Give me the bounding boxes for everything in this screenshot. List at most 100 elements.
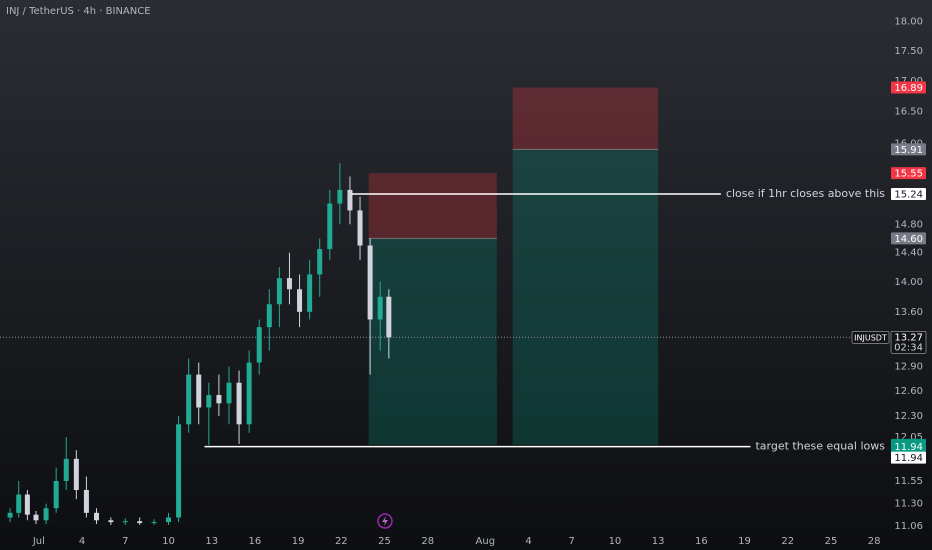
candle-body	[357, 210, 363, 246]
y-tick-label: 14.80	[894, 219, 923, 230]
x-tick-label: 28	[868, 536, 881, 547]
price-badge-label: 11.94	[894, 453, 923, 464]
candle-body	[286, 278, 292, 290]
chart-title: INJ / TetherUS · 4h · BINANCE	[6, 6, 151, 17]
x-tick-label: 22	[781, 536, 794, 547]
y-tick-label: 16.50	[894, 107, 923, 118]
stop-zone	[512, 87, 659, 150]
x-tick-label: 10	[609, 536, 622, 547]
y-tick-label: 12.05	[894, 432, 923, 443]
x-tick-label: 7	[569, 536, 575, 547]
target-zone	[368, 238, 497, 445]
candle-body	[256, 327, 262, 363]
candle-body	[24, 494, 30, 515]
candle-body	[226, 382, 232, 404]
last-price-label: 13.27	[894, 332, 923, 343]
candle-body	[367, 245, 373, 320]
price-badge-label: 15.24	[894, 189, 923, 200]
candle-body	[347, 189, 353, 211]
x-tick-label: 16	[249, 536, 262, 547]
price-badge	[891, 167, 926, 180]
symbol-label: INJUSDT	[854, 333, 887, 342]
candle-body	[7, 512, 13, 518]
y-tick-label: 12.90	[894, 362, 923, 373]
candle-body	[186, 374, 192, 425]
y-tick-label: 12.60	[894, 386, 923, 397]
price-badge	[891, 143, 926, 156]
y-tick-label: 17.50	[894, 46, 923, 57]
x-tick-label: 13	[205, 536, 218, 547]
price-badge-label: 14.60	[894, 234, 923, 245]
candle-body	[307, 274, 313, 312]
y-tick-label: 18.00	[894, 17, 923, 28]
price-badge	[891, 232, 926, 245]
annotation-text: close if 1hr closes above this	[726, 187, 885, 200]
candle-body	[122, 521, 128, 523]
candle-body	[83, 489, 89, 513]
y-tick-label: 14.40	[894, 248, 923, 259]
y-tick-label: 11.06	[894, 521, 923, 532]
price-badge-label: 15.55	[894, 169, 923, 180]
x-tick-label: Jul	[32, 536, 45, 547]
y-tick-label: 17.00	[894, 76, 923, 87]
x-tick-label: 10	[162, 536, 175, 547]
candle-body	[327, 203, 333, 250]
candle-body	[93, 512, 99, 521]
candle-body	[16, 494, 22, 513]
x-tick-label: 28	[421, 536, 434, 547]
candle-body	[33, 514, 39, 521]
x-tick-label: 7	[122, 536, 128, 547]
alert-icon[interactable]	[377, 513, 393, 529]
price-badge-label: 11.94	[894, 442, 923, 453]
annotation-text: target these equal lows	[755, 440, 885, 453]
x-tick-label: Aug	[476, 536, 496, 547]
price-badge	[891, 451, 926, 464]
candle-body	[266, 304, 272, 328]
candle-body	[337, 189, 343, 204]
y-tick-label: 12.30	[894, 411, 923, 422]
candle-body	[53, 480, 59, 509]
last-price-badge	[890, 331, 927, 354]
candle-body	[206, 395, 212, 408]
candle-body	[377, 296, 383, 320]
candle-body	[386, 296, 392, 338]
price-badge-label: 15.91	[894, 145, 923, 156]
x-tick-label: 19	[738, 536, 751, 547]
price-badge	[891, 81, 926, 94]
countdown: 02:34	[894, 342, 923, 353]
x-tick-label: 25	[825, 536, 838, 547]
x-tick-label: 13	[652, 536, 665, 547]
candle-body	[236, 382, 242, 425]
candle-body	[176, 424, 182, 518]
candle-body	[137, 521, 143, 524]
candle-body	[43, 508, 49, 521]
candle-body	[216, 395, 222, 404]
stop-zone	[368, 173, 497, 239]
candle-body	[246, 362, 252, 425]
x-tick-label: 16	[695, 536, 708, 547]
y-tick-label: 14.00	[894, 277, 923, 288]
x-tick-label: 19	[292, 536, 305, 547]
candle-body	[165, 517, 171, 523]
y-tick-label: 11.55	[894, 476, 923, 487]
icon-ring	[377, 513, 393, 529]
target-zone	[512, 149, 659, 445]
x-tick-label: 4	[525, 536, 531, 547]
x-tick-label: 4	[79, 536, 85, 547]
candle-body	[108, 520, 114, 523]
candle-body	[297, 289, 303, 312]
candle-body	[63, 458, 69, 481]
x-tick-label: 25	[378, 536, 391, 547]
price-badge	[891, 187, 926, 200]
y-tick-label: 13.60	[894, 307, 923, 318]
candle-body	[317, 249, 323, 275]
candle-body	[276, 278, 282, 305]
price-badge	[891, 440, 926, 453]
y-tick-label: 11.30	[894, 499, 923, 510]
symbol-tag	[851, 331, 890, 344]
candle-body	[151, 522, 157, 524]
candle-body	[73, 458, 79, 490]
